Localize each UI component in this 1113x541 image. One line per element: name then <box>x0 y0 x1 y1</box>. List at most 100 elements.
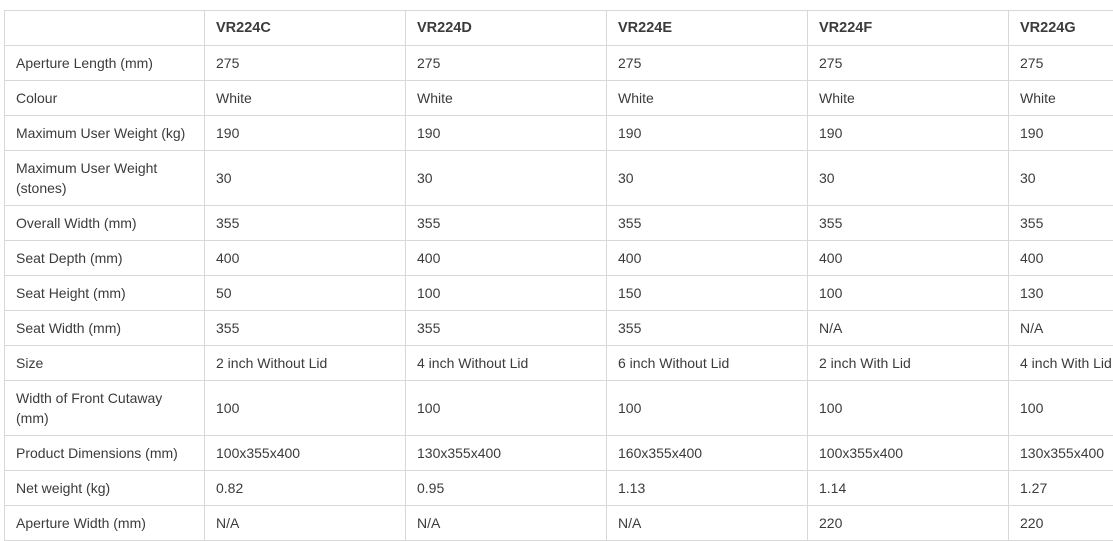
spec-value-cell: 130x355x400 <box>1009 436 1113 471</box>
row-label: Seat Depth (mm) <box>5 241 205 276</box>
row-label: Aperture Length (mm) <box>5 46 205 81</box>
spec-value-cell: 130 <box>1009 276 1113 311</box>
spec-value-cell: 4 inch Without Lid <box>406 346 607 381</box>
spec-value-cell: N/A <box>607 506 808 541</box>
column-header: VR224E <box>607 11 808 46</box>
spec-value-cell: White <box>205 81 406 116</box>
spec-value-cell: 100 <box>406 381 607 436</box>
spec-value-cell: 30 <box>205 151 406 206</box>
spec-value-cell: N/A <box>205 506 406 541</box>
row-label: Colour <box>5 81 205 116</box>
spec-value-cell: 100x355x400 <box>205 436 406 471</box>
spec-value-cell: N/A <box>1009 311 1113 346</box>
row-label: Size <box>5 346 205 381</box>
spec-value-cell: 100 <box>1009 381 1113 436</box>
spec-value-cell: White <box>1009 81 1113 116</box>
spec-value-cell: 400 <box>607 241 808 276</box>
column-header: VR224G <box>1009 11 1113 46</box>
spec-value-cell: 50 <box>205 276 406 311</box>
spec-value-cell: 100 <box>406 276 607 311</box>
row-label: Aperture Width (mm) <box>5 506 205 541</box>
spec-value-cell: 2 inch Without Lid <box>205 346 406 381</box>
spec-value-cell: 100 <box>808 276 1009 311</box>
spec-value-cell: 0.82 <box>205 471 406 506</box>
column-header: VR224F <box>808 11 1009 46</box>
spec-value-cell: 190 <box>607 116 808 151</box>
spec-value-cell: 275 <box>1009 46 1113 81</box>
column-header: VR224D <box>406 11 607 46</box>
spec-value-cell: 100 <box>808 381 1009 436</box>
spec-value-cell: 275 <box>205 46 406 81</box>
spec-value-cell: 100 <box>607 381 808 436</box>
spec-value-cell: 400 <box>808 241 1009 276</box>
row-label: Overall Width (mm) <box>5 206 205 241</box>
spec-value-cell: White <box>607 81 808 116</box>
spec-value-cell: 30 <box>607 151 808 206</box>
spec-value-cell: 355 <box>205 206 406 241</box>
spec-value-cell: N/A <box>808 311 1009 346</box>
spec-value-cell: 400 <box>205 241 406 276</box>
spec-value-cell: 150 <box>607 276 808 311</box>
spec-value-cell: 1.13 <box>607 471 808 506</box>
spec-value-cell: 130x355x400 <box>406 436 607 471</box>
corner-cell <box>5 11 205 46</box>
spec-value-cell: 4 inch With Lid <box>1009 346 1113 381</box>
spec-value-cell: 30 <box>1009 151 1113 206</box>
column-header: VR224C <box>205 11 406 46</box>
spec-value-cell: White <box>406 81 607 116</box>
spec-value-cell: 2 inch With Lid <box>808 346 1009 381</box>
spec-value-cell: 220 <box>1009 506 1113 541</box>
spec-value-cell: 100x355x400 <box>808 436 1009 471</box>
spec-value-cell: 1.27 <box>1009 471 1113 506</box>
row-label: Maximum User Weight (stones) <box>5 151 205 206</box>
spec-value-cell: 275 <box>808 46 1009 81</box>
spec-value-cell: 275 <box>607 46 808 81</box>
row-label: Width of Front Cutaway (mm) <box>5 381 205 436</box>
spec-value-cell: 355 <box>607 311 808 346</box>
spec-value-cell: 100 <box>205 381 406 436</box>
spec-value-cell: 355 <box>406 311 607 346</box>
spec-value-cell: 400 <box>1009 241 1113 276</box>
spec-value-cell: 220 <box>808 506 1009 541</box>
spec-value-cell: 190 <box>406 116 607 151</box>
spec-value-cell: 275 <box>406 46 607 81</box>
row-label: Net weight (kg) <box>5 471 205 506</box>
spec-value-cell: 190 <box>1009 116 1113 151</box>
spec-value-cell: 400 <box>406 241 607 276</box>
row-label: Product Dimensions (mm) <box>5 436 205 471</box>
spec-value-cell: 1.14 <box>808 471 1009 506</box>
spec-value-cell: 190 <box>808 116 1009 151</box>
row-label: Seat Height (mm) <box>5 276 205 311</box>
spec-value-cell: 190 <box>205 116 406 151</box>
spec-value-cell: 160x355x400 <box>607 436 808 471</box>
spec-value-cell: 30 <box>406 151 607 206</box>
spec-value-cell: White <box>808 81 1009 116</box>
spec-value-cell: 6 inch Without Lid <box>607 346 808 381</box>
spec-value-cell: 355 <box>1009 206 1113 241</box>
row-label: Maximum User Weight (kg) <box>5 116 205 151</box>
spec-value-cell: 355 <box>808 206 1009 241</box>
spec-value-cell: 355 <box>607 206 808 241</box>
spec-value-cell: 30 <box>808 151 1009 206</box>
row-label: Seat Width (mm) <box>5 311 205 346</box>
spec-value-cell: N/A <box>406 506 607 541</box>
spec-value-cell: 0.95 <box>406 471 607 506</box>
